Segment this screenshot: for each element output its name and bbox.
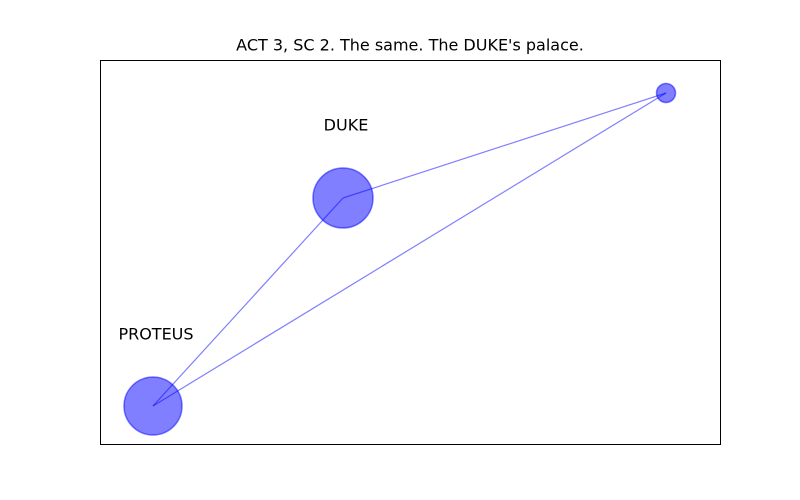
- node-label: PROTEUS: [118, 325, 193, 344]
- node: [123, 376, 183, 436]
- edge: [342, 92, 667, 199]
- node: [655, 82, 677, 104]
- node-label: DUKE: [324, 116, 369, 135]
- frame: [100, 60, 721, 445]
- title: ACT 3, SC 2. The same. The DUKE's palace…: [236, 36, 584, 55]
- node: [312, 167, 374, 229]
- edge: [152, 92, 667, 407]
- edge: [152, 197, 344, 407]
